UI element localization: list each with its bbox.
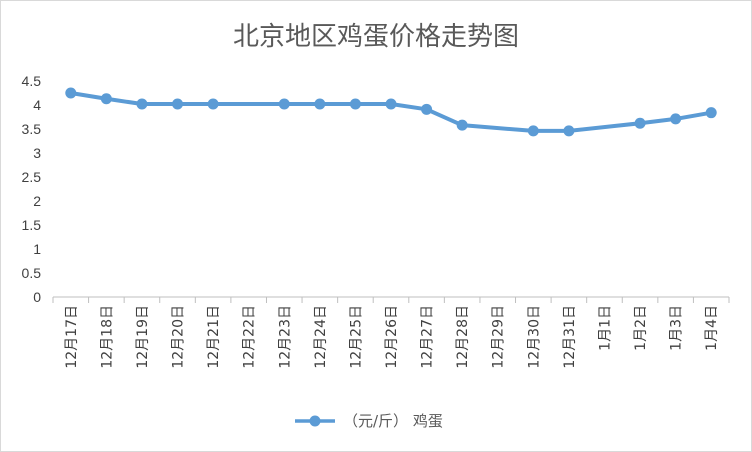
x-axis: 12月17日 12月18日 12月19日 12月20日 12月21日 12月22日 12月2…	[52, 296, 730, 369]
data-point	[314, 98, 326, 110]
y-tick-label: 4.5	[22, 73, 42, 89]
x-tick-label: 12月29日	[491, 305, 507, 369]
x-tick-label: 1月2日	[633, 305, 649, 351]
y-axis: 0 0.5 1 1.5 2 2.5 3 3.5 4 4.5	[22, 73, 42, 305]
series-line	[68, 91, 714, 133]
data-point	[705, 107, 717, 119]
x-tick-label: 12月22日	[242, 305, 258, 369]
data-point	[349, 98, 361, 110]
x-tick-label: 12月18日	[99, 305, 115, 369]
data-point	[563, 125, 575, 137]
chart-title: 北京地区鸡蛋价格走势图	[233, 22, 519, 52]
x-tick-label: 12月24日	[313, 305, 329, 369]
data-point	[100, 93, 112, 105]
data-point	[385, 98, 397, 110]
y-tick-label: 3.5	[22, 121, 42, 137]
y-tick-label: 0.5	[22, 265, 42, 281]
series-layer	[65, 87, 717, 137]
data-point	[172, 98, 184, 110]
y-tick-label: 0	[33, 289, 41, 305]
x-tick-label: 12月19日	[135, 305, 151, 369]
data-point	[670, 113, 682, 125]
x-tick-label: 12月30日	[526, 305, 542, 369]
x-tick-label: 12月17日	[64, 305, 80, 369]
y-tick-label: 1	[33, 241, 41, 257]
x-tick-label: 12月27日	[420, 305, 436, 369]
y-tick-label: 1.5	[22, 217, 42, 233]
data-point	[421, 103, 433, 115]
legend-label: （元/斤） 鸡蛋	[343, 412, 443, 430]
data-point	[65, 87, 77, 99]
x-tick-label: 12月23日	[277, 305, 293, 369]
data-point	[634, 117, 646, 129]
x-tick-label: 12月31日	[562, 305, 578, 369]
x-tick-label: 1月3日	[669, 305, 685, 351]
legend: （元/斤） 鸡蛋	[295, 412, 443, 430]
data-point	[278, 98, 290, 110]
y-tick-label: 3	[33, 145, 41, 161]
data-point	[136, 98, 148, 110]
y-tick-label: 2	[33, 193, 41, 209]
data-point	[527, 125, 539, 137]
x-tick-label: 1月1日	[597, 305, 613, 351]
x-tick-label: 12月21日	[206, 305, 222, 369]
data-point	[207, 98, 219, 110]
x-tick-label: 12月28日	[455, 305, 471, 369]
x-tick-label: 12月26日	[384, 305, 400, 369]
y-tick-label: 4	[33, 97, 41, 113]
data-point	[456, 119, 468, 131]
x-tick-label: 12月25日	[348, 305, 364, 369]
x-tick-label: 12月20日	[171, 305, 187, 369]
legend-point-marker	[309, 415, 321, 427]
y-tick-label: 2.5	[22, 169, 42, 185]
x-tick-label: 1月4日	[704, 305, 720, 351]
